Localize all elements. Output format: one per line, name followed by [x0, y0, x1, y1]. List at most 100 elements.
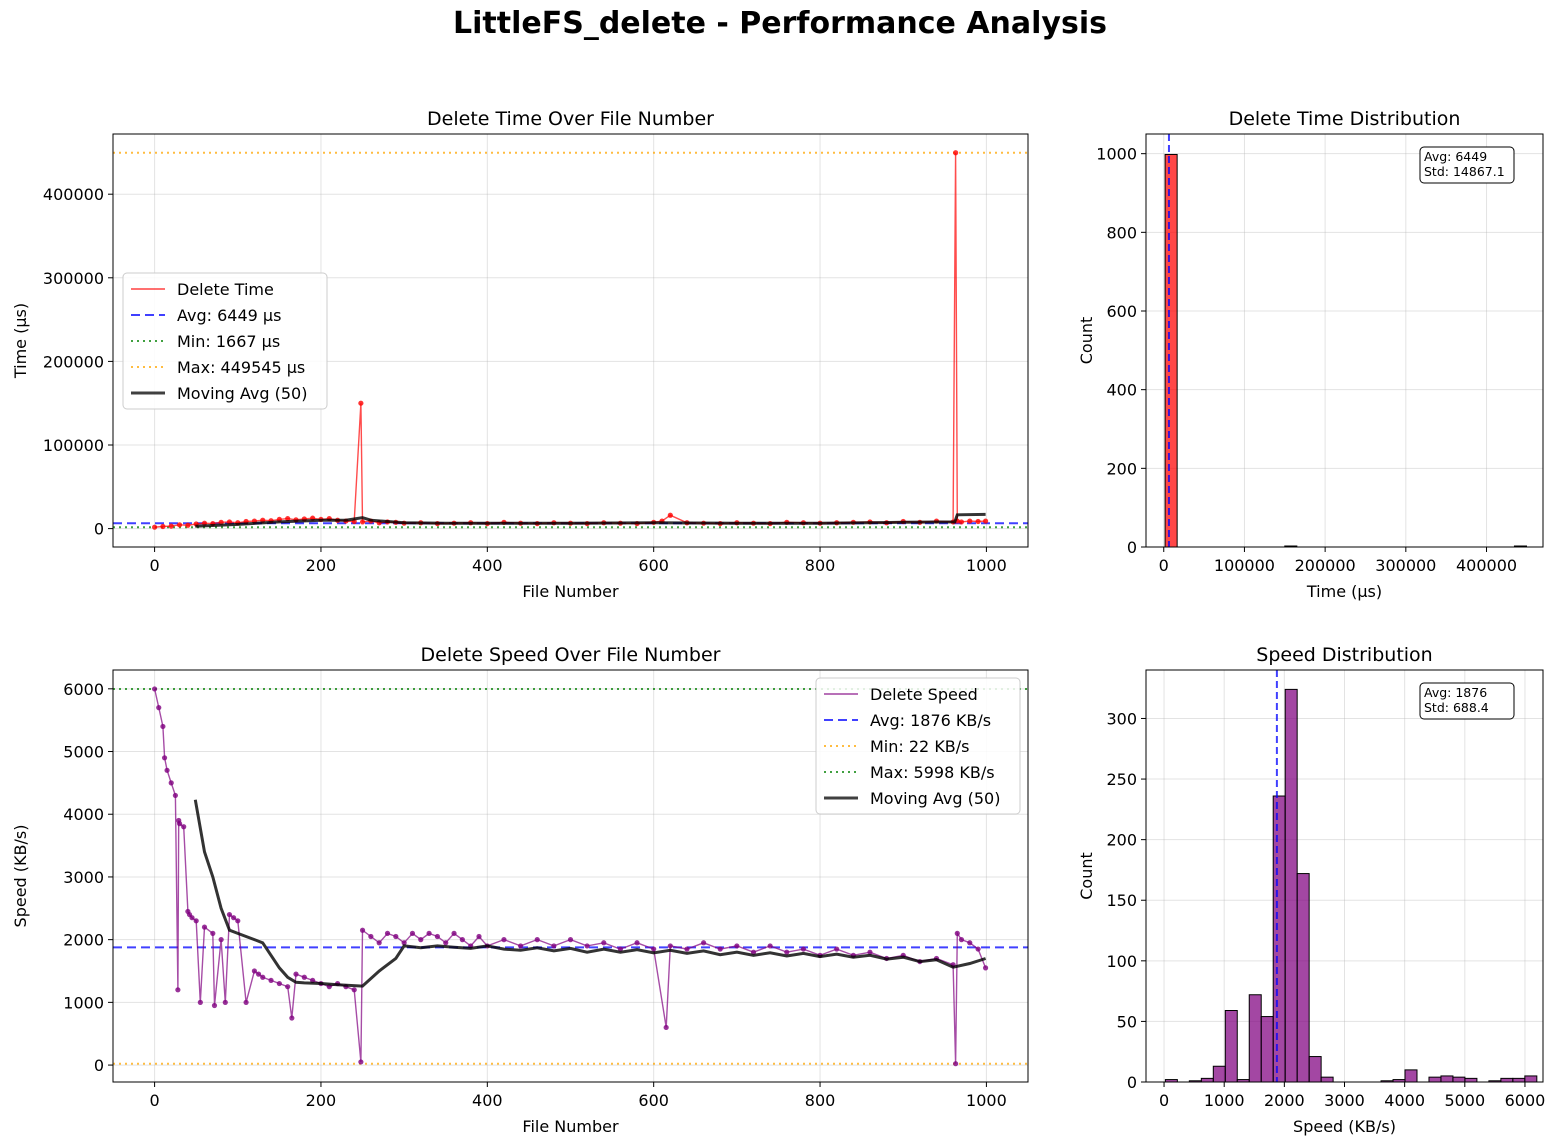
- data-point: [293, 971, 299, 977]
- data-point: [226, 911, 233, 918]
- histogram-bar: [1284, 688, 1298, 1083]
- plot-frame: [1145, 133, 1544, 548]
- y-tick-label: 100000: [43, 436, 104, 455]
- data-point: [967, 518, 973, 524]
- data-point: [567, 937, 574, 943]
- data-point: [717, 946, 723, 952]
- y-axis-label: Speed (KB/s): [11, 825, 30, 928]
- data-point: [426, 930, 432, 936]
- data-point: [168, 780, 174, 786]
- histogram-bar: [1452, 1076, 1466, 1083]
- moving-average-line: [195, 512, 986, 528]
- data-point: [359, 927, 366, 933]
- data-point: [634, 940, 640, 946]
- histogram-bar: [1308, 1056, 1322, 1083]
- x-tick-label: 200: [306, 1091, 337, 1110]
- chart-title: Delete Time Distribution: [1229, 108, 1461, 130]
- data-point: [168, 523, 174, 529]
- data-point: [750, 949, 757, 955]
- x-tick-label: 600: [638, 1091, 669, 1110]
- x-tick-label: 1000: [1204, 1091, 1245, 1110]
- data-point: [734, 943, 740, 949]
- data-point: [982, 965, 989, 971]
- data-point: [501, 937, 507, 943]
- legend-box: [122, 272, 328, 410]
- data-point: [251, 968, 258, 974]
- x-tick-label: 2000: [1264, 1091, 1305, 1110]
- x-axis-label: File Number: [522, 1117, 619, 1136]
- legend-label: Max: 5998 KB/s: [870, 763, 995, 782]
- data-point: [601, 940, 607, 946]
- y-tick-label: 100: [1106, 952, 1137, 971]
- data-point: [982, 518, 989, 524]
- x-tick-label: 400000: [1456, 556, 1517, 575]
- speed-line-chart: 0 200 400 600 800 1000 0 1000 2000 3000 4000 5000 60…: [11, 644, 1029, 1136]
- y-axis-label: Count: [1077, 852, 1096, 900]
- x-tick-label: 0: [1159, 1091, 1169, 1110]
- data-point: [767, 943, 773, 949]
- x-tick-label: 400: [472, 556, 503, 575]
- data-point: [663, 1024, 669, 1031]
- data-point: [584, 943, 590, 949]
- data-point: [176, 522, 183, 528]
- speed-histogram-chart: 0 1000 2000 3000 4000 5000 6000 0 50 100 150 200 250…: [1077, 644, 1545, 1136]
- data-point: [151, 524, 158, 530]
- x-tick-label: 5000: [1444, 1091, 1485, 1110]
- x-tick-label: 200000: [1295, 556, 1356, 575]
- data-point: [181, 824, 187, 830]
- data-point: [243, 999, 249, 1005]
- y-tick-label: 400: [1106, 381, 1137, 400]
- data-point: [684, 946, 690, 952]
- data-point: [285, 515, 291, 522]
- histogram-bar: [1500, 1077, 1514, 1083]
- data-point: [667, 512, 673, 518]
- histogram-bar: [1260, 1016, 1274, 1083]
- data-point: [156, 705, 162, 711]
- data-point: [172, 792, 178, 799]
- data-point: [164, 767, 170, 773]
- y-tick-label: 4000: [63, 805, 104, 824]
- y-tick-label: 250: [1106, 770, 1137, 789]
- y-tick-label: 150: [1106, 891, 1137, 910]
- y-tick-label: 0: [1127, 1073, 1137, 1092]
- data-point: [975, 946, 981, 952]
- data-point: [176, 821, 183, 827]
- plot-area: [113, 686, 1028, 1067]
- x-axis-label: Speed (KB/s): [1293, 1117, 1396, 1136]
- legend-label: Moving Avg (50): [177, 384, 307, 403]
- histogram-bar: [1320, 1076, 1334, 1083]
- x-tick-label: 1000: [966, 556, 1007, 575]
- data-point: [197, 999, 203, 1005]
- data-point: [376, 940, 382, 946]
- x-tick-label: 0: [149, 556, 159, 575]
- data-point: [175, 987, 181, 993]
- histogram-bar: [1440, 1075, 1454, 1083]
- data-point: [201, 924, 208, 930]
- legend-label: Delete Time: [177, 280, 274, 299]
- data-point: [384, 930, 391, 936]
- legend-label: Avg: 1876 KB/s: [870, 711, 991, 730]
- data-point: [617, 946, 624, 952]
- y-tick-label: 0: [94, 520, 104, 539]
- y-tick-label: 200000: [43, 352, 104, 371]
- data-point: [211, 1002, 218, 1009]
- stats-text: Avg: 6449: [1424, 149, 1487, 164]
- data-point: [289, 1015, 295, 1021]
- histogram-bar: [1248, 994, 1262, 1083]
- x-axis-label: Time (µs): [1306, 582, 1382, 601]
- stats-text: Std: 688.4: [1424, 700, 1489, 715]
- y-tick-label: 6000: [63, 680, 104, 699]
- data-point: [276, 980, 282, 987]
- y-axis-label: Count: [1077, 317, 1096, 365]
- data-point: [953, 150, 959, 156]
- data-point: [255, 971, 262, 977]
- data-point: [285, 984, 291, 990]
- data-point: [954, 930, 960, 936]
- time-histogram-chart: 0 100000 200000 300000 400000 0 200 400 600 800 10…: [1077, 108, 1544, 601]
- histogram-bar: [1212, 1065, 1226, 1083]
- data-point: [958, 937, 965, 943]
- data-point: [235, 918, 241, 924]
- y-tick-label: 0: [94, 1056, 104, 1075]
